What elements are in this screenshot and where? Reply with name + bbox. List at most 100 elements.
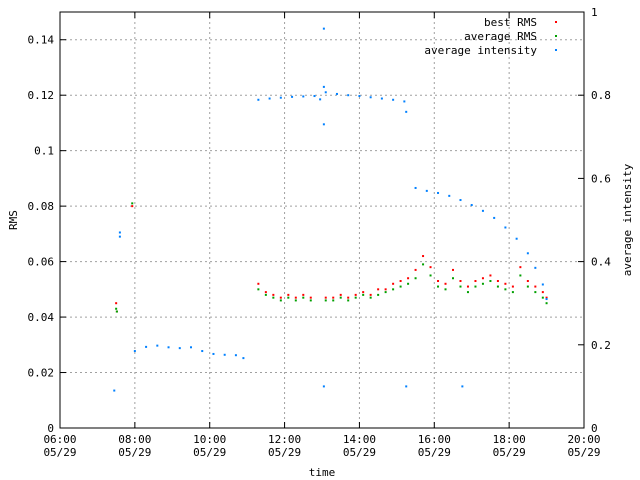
grid-lines [60,12,584,428]
data-point [444,288,447,291]
legend-label: average intensity [424,44,537,57]
data-point [332,299,335,302]
legend-marker [555,21,557,23]
x-tick-label-time: 18:00 [493,433,526,446]
data-point [212,352,215,355]
data-point [444,282,447,285]
data-point [362,293,365,296]
data-point [115,307,118,310]
data-point [425,189,428,192]
y-axis-label: RMS [7,210,20,230]
data-point [474,285,477,288]
data-point [461,385,464,388]
data-point [489,274,492,277]
data-point [322,123,325,126]
x-axis-label: time [309,466,336,479]
y2-axis-label: average intensity [621,163,634,276]
data-point [115,310,118,313]
series-best-RMS [115,205,548,313]
data-point [470,204,473,207]
data-point [466,291,469,294]
data-point [309,299,312,302]
x-tick-label-date: 05/29 [418,446,451,459]
y2-tick-label: 0.6 [591,172,611,185]
data-point [541,291,544,294]
data-point [481,209,484,212]
data-point [309,296,312,299]
legend-marker [555,49,557,51]
data-point [279,96,282,99]
data-point [257,98,260,101]
data-point [422,263,425,266]
data-point [234,354,237,357]
y2-tick-label: 0.2 [591,339,611,352]
legend-label: average RMS [464,30,537,43]
data-point [354,293,357,296]
y-tick-label: 0.06 [28,256,55,269]
series-average-intensity [113,27,548,392]
data-point [322,85,325,88]
x-tick-label-time: 12:00 [268,433,301,446]
data-point [294,299,297,302]
data-point [519,274,522,277]
data-point [369,293,372,296]
data-point [545,298,548,301]
data-point [429,266,432,269]
data-point [459,280,462,283]
plot-frame [59,11,585,429]
data-point [302,296,305,299]
y-tick-label: 0.14 [28,34,55,47]
data-point [493,216,496,219]
data-point [324,296,327,299]
y-tick-label: 0.1 [34,145,54,158]
data-point [504,288,507,291]
data-point [302,293,305,296]
y-tick-label: 0.02 [28,367,55,380]
data-point [534,291,537,294]
data-point [534,266,537,269]
data-point [496,280,499,283]
axis-ticks: 06:0005/2908:0005/2910:0005/2912:0005/29… [28,6,612,459]
data-point [526,252,529,255]
y-tick-label: 0.12 [28,89,55,102]
data-point [268,97,271,100]
data-point [504,282,507,285]
data-point [118,235,121,238]
data-point [405,385,408,388]
data-point [541,283,544,286]
x-tick-label-time: 16:00 [418,433,451,446]
data-point [459,285,462,288]
data-point [519,266,522,269]
data-point [437,191,440,194]
data-point [414,186,417,189]
data-point [332,296,335,299]
data-point [481,277,484,280]
data-point [437,280,440,283]
data-point [384,288,387,291]
data-point [133,350,136,353]
data-point [131,202,134,205]
data-point [526,285,529,288]
data-point [322,27,325,30]
data-point [526,280,529,283]
data-point [324,91,327,94]
x-tick-label-date: 05/29 [343,446,376,459]
data-point [496,285,499,288]
data-point [339,293,342,296]
data-point [407,277,410,280]
data-point [377,288,380,291]
data-points [113,27,548,392]
data-point [322,385,325,388]
data-point [113,389,116,392]
data-point [534,285,537,288]
x-tick-label-date: 05/29 [268,446,301,459]
data-point [339,296,342,299]
data-point [511,291,514,294]
data-point [474,280,477,283]
data-point [272,293,275,296]
data-point [264,293,267,296]
data-point [392,98,395,101]
data-point [287,293,290,296]
data-point [437,285,440,288]
